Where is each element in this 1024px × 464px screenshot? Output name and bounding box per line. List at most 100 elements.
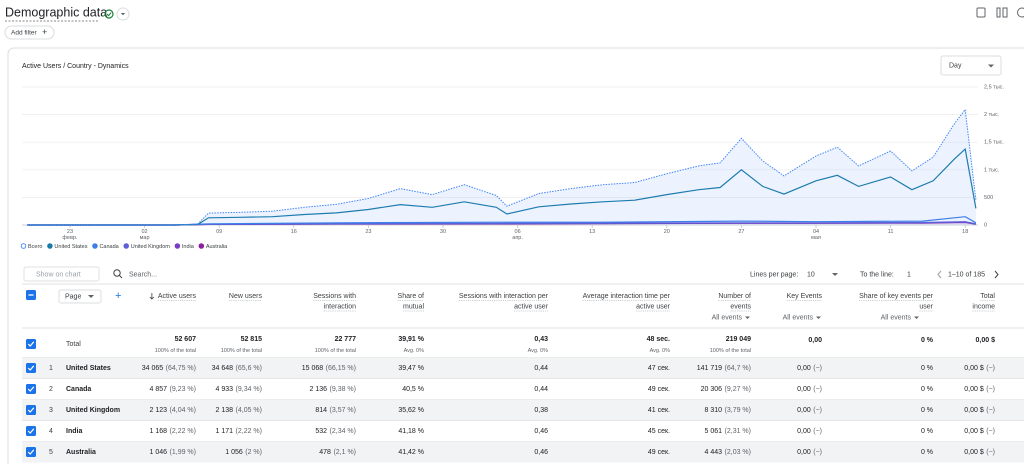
cell-value: 41,42 % xyxy=(398,449,424,456)
total-value: 52 815 xyxy=(241,336,263,343)
search-input[interactable]: Search... xyxy=(129,271,157,278)
icon-compare[interactable] xyxy=(996,7,1001,18)
icon-compare-b[interactable] xyxy=(1002,7,1008,18)
legend-label: United Kingdom xyxy=(131,244,171,250)
metric-filter[interactable]: All events xyxy=(881,314,912,321)
show-on-chart-label: Show on chart xyxy=(36,271,81,278)
cell-value: 8 310 xyxy=(705,407,723,414)
next-page[interactable] xyxy=(994,270,999,279)
column-header[interactable]: income xyxy=(972,303,995,310)
add-filter-button[interactable] xyxy=(4,25,55,40)
x-tick-label: 09 xyxy=(216,229,222,235)
cell-value: 0 % xyxy=(921,386,933,393)
cell-share: (2,03 %) xyxy=(725,449,751,456)
column-header[interactable]: mutual xyxy=(403,303,424,310)
legend-label: India xyxy=(182,244,195,250)
column-header[interactable]: Key Events xyxy=(787,293,823,300)
metric-filter[interactable]: All events xyxy=(712,314,743,321)
column-header[interactable]: Sessions with xyxy=(313,293,356,300)
row-checkbox[interactable] xyxy=(26,384,36,394)
column-header[interactable]: Number of xyxy=(718,293,751,300)
cell-value: 41 сек. xyxy=(648,407,670,414)
cell-value: 0,00 $ xyxy=(964,449,984,456)
total-subtext: 100% of the total xyxy=(710,348,751,354)
column-header[interactable]: New users xyxy=(229,293,263,300)
row-name[interactable]: India xyxy=(66,428,82,435)
cell-value: 0,00 xyxy=(797,365,811,372)
column-header[interactable]: Sessions with interaction per xyxy=(459,293,549,300)
cell-value: 1 056 xyxy=(225,449,243,456)
icon-note[interactable] xyxy=(976,7,986,18)
dimension-select[interactable] xyxy=(58,289,102,304)
row-name[interactable]: United Kingdom xyxy=(66,407,120,414)
cell-value: 34 065 xyxy=(142,365,164,372)
column-header[interactable]: Share of xyxy=(398,293,425,300)
total-value: 0,43 xyxy=(534,336,548,343)
icon-more[interactable] xyxy=(1017,7,1024,18)
row-index: 4 xyxy=(49,428,53,435)
row-checkbox[interactable] xyxy=(26,339,36,349)
cell-value: 5 061 xyxy=(705,428,723,435)
cell-share: (64,7 %) xyxy=(725,365,751,372)
add-dimension[interactable]: + xyxy=(115,290,121,302)
row-name[interactable]: United States xyxy=(66,365,111,372)
column-header[interactable]: active user xyxy=(636,303,671,310)
cell-value: 0,46 xyxy=(534,428,548,435)
metric-filter[interactable]: All events xyxy=(783,314,814,321)
row-name[interactable]: Australia xyxy=(66,449,96,456)
cell-share: (−) xyxy=(813,428,822,435)
add-filter-plus: + xyxy=(42,27,47,37)
column-header[interactable]: Share of key events per xyxy=(859,293,934,300)
row-checkbox[interactable] xyxy=(26,405,36,415)
cell-value: 0,44 xyxy=(534,365,548,372)
x-tick-label: 20 xyxy=(664,229,670,235)
series-area xyxy=(27,109,976,225)
column-header[interactable]: active user xyxy=(514,303,549,310)
total-label: Total xyxy=(66,341,81,348)
row-checkbox[interactable] xyxy=(26,447,36,457)
add-filter-label: Add filter xyxy=(11,30,37,37)
row-background xyxy=(22,441,1024,463)
status-check xyxy=(106,12,112,17)
cell-value: 0,00 $ xyxy=(964,386,984,393)
cell-share: (1,99 %) xyxy=(170,449,196,456)
row-checkbox[interactable] xyxy=(26,363,36,373)
cell-share: (2,1 %) xyxy=(333,449,356,456)
metric-filter-arrow xyxy=(816,316,821,319)
column-header[interactable]: Active users xyxy=(158,293,197,300)
cell-share: (2,22 %) xyxy=(236,428,262,435)
row-check xyxy=(27,365,35,371)
lines-per-page-value[interactable]: 10 xyxy=(807,271,815,278)
legend-marker xyxy=(92,243,98,249)
lines-per-page-arrow xyxy=(832,273,838,276)
column-header[interactable]: Average interaction time per xyxy=(583,293,671,300)
column-header[interactable]: user xyxy=(919,303,933,310)
legend-label: Australia xyxy=(206,244,228,250)
cell-value: 1 171 xyxy=(216,428,234,435)
legend-marker xyxy=(20,243,27,249)
column-header[interactable]: interaction xyxy=(324,303,356,310)
x-tick-label: 23 xyxy=(365,229,371,235)
cell-share: (2 %) xyxy=(245,449,262,456)
cell-value: 141 719 xyxy=(697,365,722,372)
prev-page[interactable] xyxy=(937,270,942,279)
cell-value: 15 068 xyxy=(302,365,324,372)
column-header[interactable]: events xyxy=(730,303,751,310)
cell-value: 0,00 xyxy=(797,428,811,435)
cell-value: 2 138 xyxy=(216,407,234,414)
row-index: 5 xyxy=(49,449,53,456)
total-value: 39,91 % xyxy=(398,336,424,343)
cell-share: (−) xyxy=(813,407,822,414)
x-tick-label: 27 xyxy=(738,229,744,235)
show-on-chart-button[interactable] xyxy=(23,266,100,282)
page-title: Demographic data xyxy=(5,5,107,19)
column-header[interactable]: Total xyxy=(980,293,995,300)
row-name[interactable]: Canada xyxy=(66,386,91,393)
row-checkbox[interactable] xyxy=(26,426,36,436)
total-subtext: 100% of the total xyxy=(315,348,356,354)
period-select[interactable] xyxy=(940,55,1002,76)
to-line-value[interactable]: 1 xyxy=(907,271,911,278)
dimension-label: Page xyxy=(65,293,81,300)
total-subtext: 100% of the total xyxy=(221,348,262,354)
